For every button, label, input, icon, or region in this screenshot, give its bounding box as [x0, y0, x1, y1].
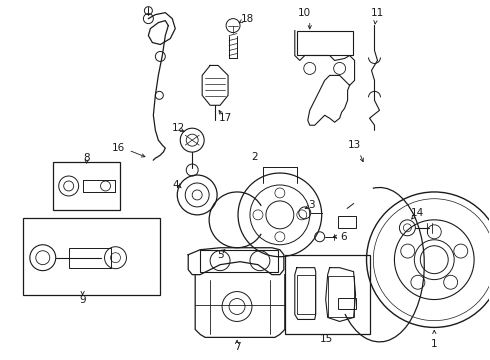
Text: 18: 18	[241, 14, 254, 24]
Text: 7: 7	[234, 342, 240, 352]
Text: 6: 6	[341, 232, 347, 242]
Text: 9: 9	[79, 294, 86, 305]
Text: 8: 8	[83, 153, 90, 163]
Text: 12: 12	[172, 123, 185, 133]
Bar	[53, 162, 121, 210]
Text: 11: 11	[371, 8, 384, 18]
Bar	[328, 276, 354, 318]
Text: 10: 10	[298, 8, 311, 18]
Text: 3: 3	[308, 200, 315, 210]
Text: 15: 15	[320, 334, 333, 345]
Bar	[297, 31, 353, 55]
Bar	[69, 248, 111, 268]
Text: 17: 17	[219, 113, 232, 123]
Bar	[338, 216, 356, 228]
Bar	[297, 275, 315, 315]
Bar	[285, 255, 369, 334]
Text: 2: 2	[252, 152, 258, 162]
Text: 4: 4	[172, 180, 178, 190]
Text: 13: 13	[348, 140, 361, 150]
Text: 14: 14	[411, 208, 424, 218]
Bar	[23, 218, 160, 294]
Text: 5: 5	[217, 250, 223, 260]
Bar	[338, 298, 356, 310]
Text: 16: 16	[112, 143, 125, 153]
Bar	[200, 250, 278, 272]
Text: 1: 1	[431, 339, 438, 350]
